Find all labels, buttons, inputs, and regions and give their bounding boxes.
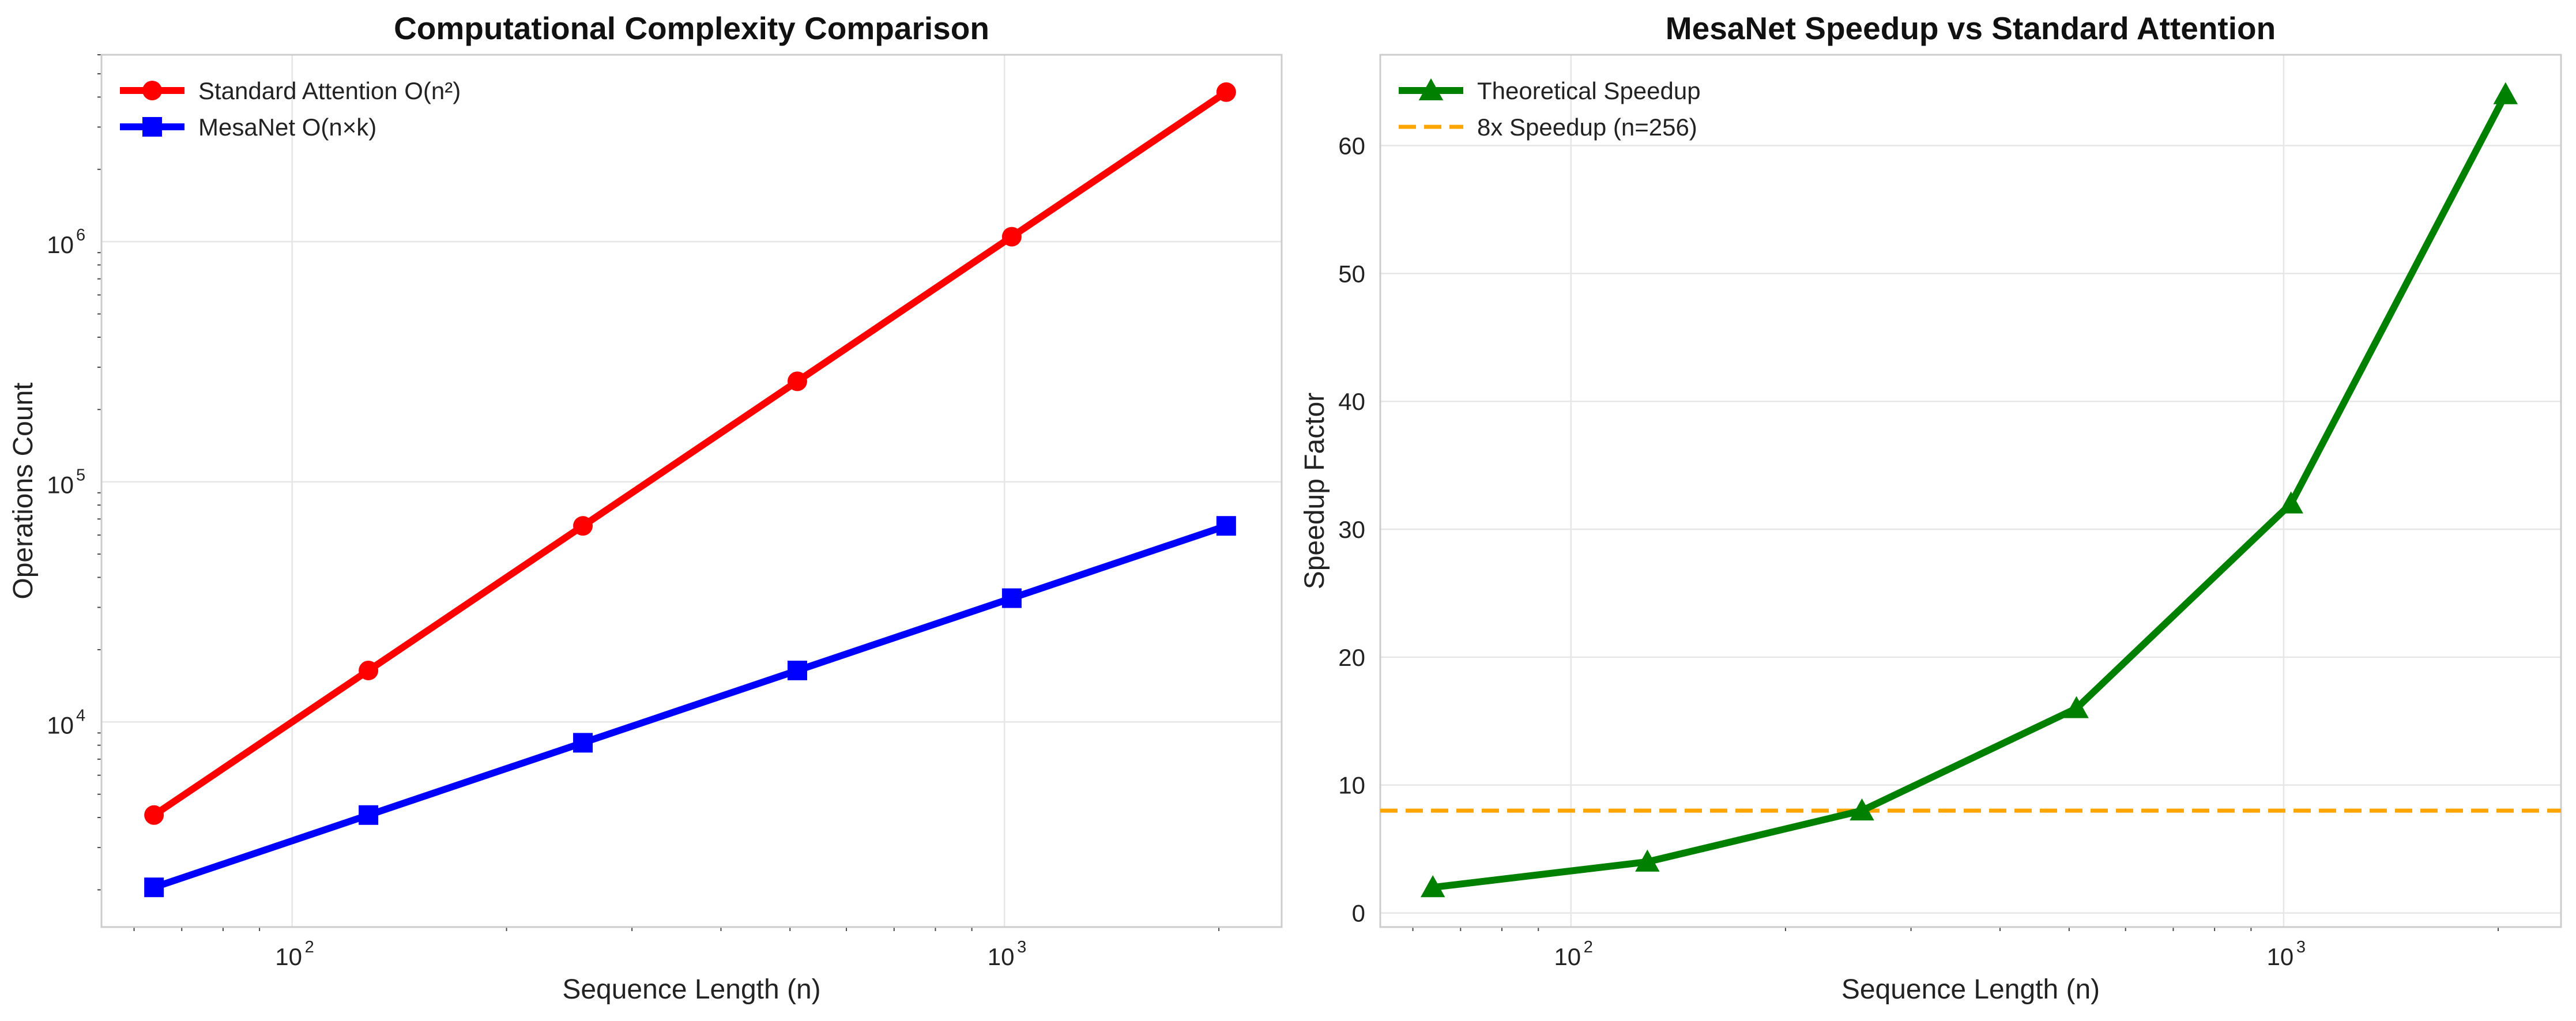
grid (101, 55, 1282, 927)
data-point (1635, 849, 1660, 872)
legend: Theoretical Speedup 8x Speedup (n=256) (1399, 77, 1701, 141)
data-point (144, 805, 164, 825)
data-point (144, 877, 164, 898)
y-tick-label: 50 (1338, 260, 1365, 287)
series-line (150, 522, 1230, 891)
data-point (359, 660, 379, 680)
legend-label: MesaNet O(n×k) (198, 114, 376, 141)
svg-text:10: 10 (47, 711, 74, 739)
legend-entry: MesaNet O(n×k) (120, 114, 376, 141)
data-point (359, 805, 379, 825)
legend: Standard Attention O(n²) MesaNet O(n×k) (120, 77, 461, 141)
y-axis-label: Speedup Factor (1300, 393, 1330, 590)
data-point (1850, 798, 1874, 821)
x-tick-label: 10 2 (275, 938, 314, 970)
data-point (2493, 82, 2518, 104)
svg-text:10: 10 (47, 231, 74, 258)
legend-label: Theoretical Speedup (1477, 77, 1701, 104)
svg-text:10: 10 (1554, 943, 1581, 970)
data-point (2279, 491, 2303, 514)
y-tick-label: 0 (1352, 900, 1365, 927)
minor-ticks (97, 54, 1220, 931)
plot-frame (1379, 54, 2562, 928)
data-point (787, 371, 807, 391)
y-tick-label: 10 5 (47, 466, 85, 499)
svg-text:10: 10 (2267, 943, 2294, 970)
data-point (1216, 516, 1236, 536)
data-point (573, 733, 593, 753)
y-tick-label: 10 4 (47, 706, 85, 739)
series-1 (1420, 82, 2518, 898)
grid (1380, 55, 2561, 927)
svg-text:3: 3 (1017, 938, 1026, 956)
y-tick-label: 60 (1338, 133, 1365, 160)
series-line (150, 88, 1230, 819)
svg-text:10: 10 (47, 472, 74, 499)
svg-text:3: 3 (2296, 938, 2306, 956)
legend-label: Standard Attention O(n²) (198, 77, 461, 104)
svg-text:5: 5 (76, 466, 85, 485)
legend-entry: Standard Attention O(n²) (120, 77, 461, 104)
y-tick-label: 10 6 (47, 226, 85, 258)
data-point (1001, 227, 1022, 247)
legend-marker (1418, 78, 1444, 100)
data-point (2064, 696, 2089, 718)
svg-text:6: 6 (76, 226, 85, 244)
legend-marker (142, 81, 162, 100)
legend-label: 8x Speedup (n=256) (1477, 114, 1697, 141)
x-axis-label: Sequence Length (n) (1841, 974, 2100, 1005)
chart-title: MesaNet Speedup vs Standard Attention (1666, 10, 2276, 46)
series-2 (144, 516, 1236, 898)
y-tick-label: 40 (1338, 388, 1365, 415)
x-axis-label: Sequence Length (n) (562, 974, 820, 1005)
svg-text:2: 2 (305, 938, 314, 956)
x-tick-label: 10 2 (1554, 938, 1592, 970)
svg-text:4: 4 (76, 706, 85, 725)
data-point (573, 516, 593, 536)
legend-entry: 8x Speedup (n=256) (1399, 114, 1697, 141)
svg-text:2: 2 (1584, 938, 1593, 956)
data-point (1420, 875, 1445, 898)
y-tick-label: 30 (1338, 516, 1365, 543)
plot-frame (100, 54, 1283, 928)
chart-title: Computational Complexity Comparison (394, 10, 989, 46)
data-point (1216, 82, 1236, 102)
series-1 (144, 82, 1236, 825)
series-line (1429, 91, 2509, 891)
legend-marker (142, 117, 162, 137)
y-tick-label: 10 (1338, 772, 1365, 799)
x-tick-label: 10 3 (2267, 938, 2306, 970)
data-point (1001, 588, 1022, 608)
svg-text:10: 10 (275, 943, 302, 970)
y-axis-label: Operations Count (8, 382, 39, 599)
y-tick-label: 20 (1338, 644, 1365, 671)
legend-entry: Theoretical Speedup (1399, 77, 1701, 104)
svg-text:10: 10 (988, 943, 1015, 970)
x-tick-label: 10 3 (988, 938, 1026, 970)
data-point (787, 660, 807, 680)
